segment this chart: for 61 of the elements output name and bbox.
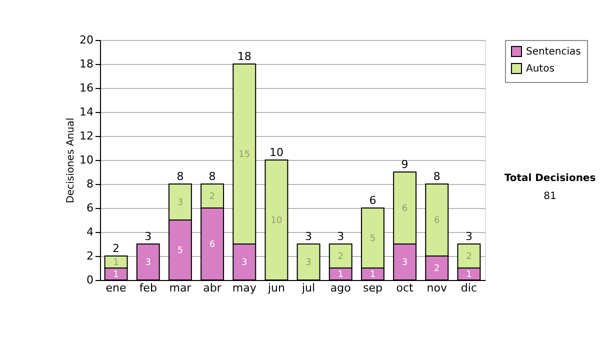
x-tick-label: ene — [106, 282, 127, 294]
x-tick-label: dic — [460, 282, 478, 294]
y-tick-label: 14 — [80, 106, 94, 118]
y-tick-label: 0 — [86, 274, 94, 286]
text: 81 — [544, 191, 556, 202]
y-tick-label: 12 — [80, 130, 94, 142]
data-label: 3 — [402, 258, 408, 268]
data-label: 2 — [434, 264, 440, 274]
data-label: 5 — [177, 246, 184, 256]
data-label: 3 — [242, 258, 248, 268]
data-label: 6 — [209, 240, 216, 250]
x-tick-label: nov — [426, 282, 448, 294]
x-tick-label: feb — [139, 282, 157, 294]
y-tick-label: 4 — [86, 226, 94, 238]
text: Total Decisiones — [504, 173, 596, 184]
total-label: 18 — [237, 50, 252, 63]
data-label: 1 — [370, 270, 376, 280]
x-tick-label: mar — [169, 282, 192, 294]
data-label: 15 — [238, 150, 250, 160]
total-label: 10 — [269, 146, 284, 159]
data-label: 1 — [338, 270, 344, 280]
legend-label: Sentencias — [526, 46, 581, 58]
total-label: 9 — [401, 158, 408, 171]
total-label: 6 — [369, 194, 376, 207]
x-tick-label: may — [232, 282, 257, 294]
data-label: 1 — [466, 270, 472, 280]
x-tick-label: oct — [396, 282, 414, 294]
y-tick-label: 6 — [86, 202, 94, 214]
data-label: 3 — [145, 258, 151, 268]
data-label: 1 — [113, 270, 119, 280]
x-tick-label: jun — [266, 282, 285, 294]
total-label: 3 — [337, 230, 344, 243]
total-label: 3 — [465, 230, 472, 243]
data-label: 6 — [434, 216, 440, 226]
total-label: 8 — [176, 170, 184, 183]
data-label: 3 — [306, 258, 312, 268]
total-label: 3 — [305, 230, 312, 243]
data-label: 2 — [338, 252, 344, 262]
data-label: 1 — [113, 258, 119, 268]
data-label: 5 — [370, 234, 376, 244]
x-tick-label: abr — [203, 282, 222, 294]
data-label: 3 — [177, 198, 184, 208]
y-tick-label: 10 — [80, 154, 94, 166]
data-label: 2 — [209, 192, 216, 202]
legend-label: Autos — [526, 64, 554, 74]
y-axis-title: Decisiones Anual — [66, 118, 77, 204]
data-label: 6 — [402, 204, 408, 214]
data-label: 10 — [270, 216, 282, 226]
total-label: 8 — [433, 170, 440, 183]
y-tick-label: 16 — [80, 82, 94, 94]
y-tick-label: 8 — [86, 178, 94, 190]
data-label: 2 — [466, 252, 472, 262]
total-label: 2 — [112, 242, 120, 255]
x-tick-label: sep — [362, 282, 382, 294]
x-tick-label: ago — [330, 282, 352, 294]
x-tick-label: jul — [300, 282, 316, 294]
total-label: 3 — [144, 230, 152, 243]
total-label: 8 — [208, 170, 216, 183]
y-tick-label: 20 — [80, 34, 94, 46]
y-tick-label: 2 — [86, 250, 94, 262]
y-tick-label: 18 — [80, 58, 94, 70]
